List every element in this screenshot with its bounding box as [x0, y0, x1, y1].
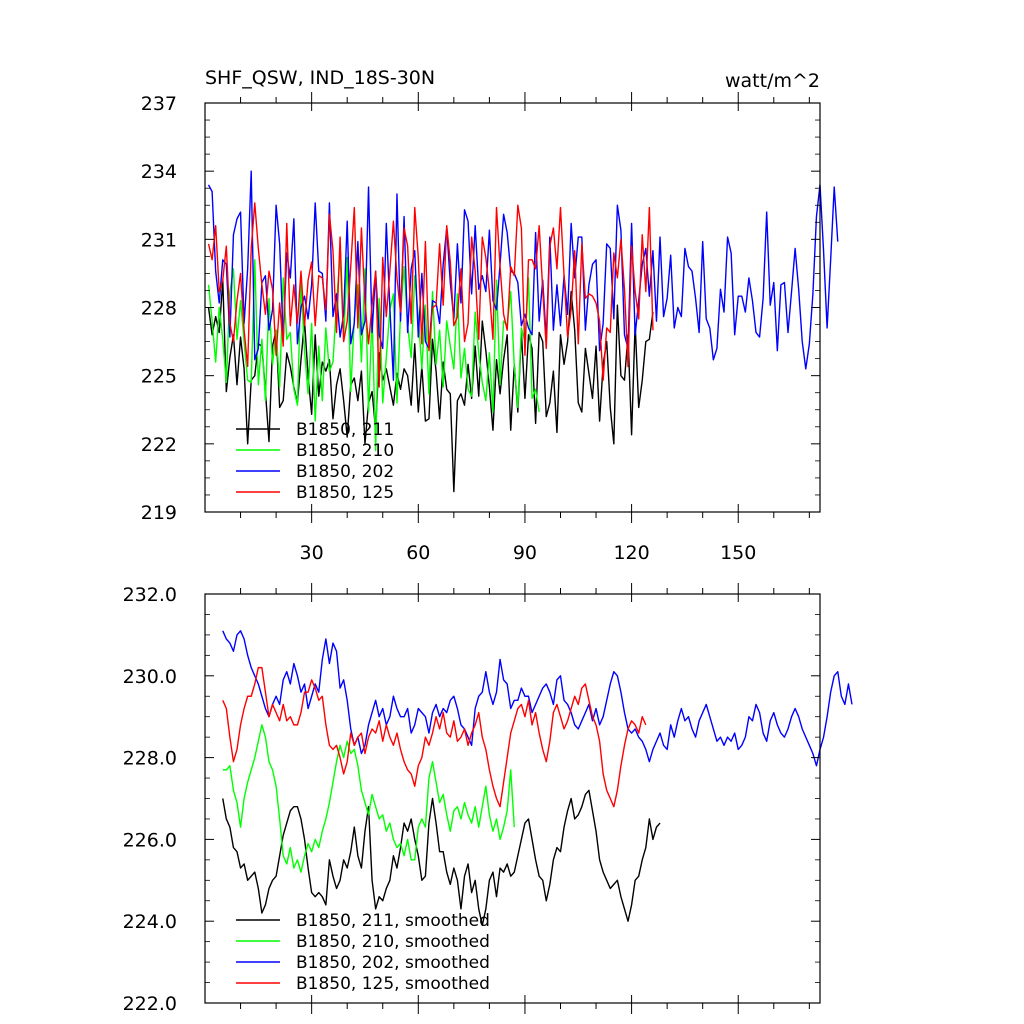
bottom-ytick-label: 222.0	[123, 993, 177, 1015]
bottom-ytick-label: 224.0	[123, 911, 177, 933]
top-legend-label-4: B1850, 125	[296, 483, 394, 503]
top-series-line-4	[207, 202, 654, 388]
top-ytick-label: 231	[141, 229, 177, 251]
top-ytick-label: 225	[141, 366, 177, 388]
top-plot-frame	[204, 102, 821, 513]
top-xtick-label: 60	[406, 542, 430, 564]
bottom-legend-label-2: B1850, 210, smoothed	[296, 932, 490, 952]
top-panel: SHF_QSW, IND_18S-30N watt/m^2 2192222252…	[141, 67, 839, 564]
bottom-series-group	[222, 630, 853, 926]
top-series-line-1	[207, 279, 654, 493]
top-legend-label-1: B1850, 211	[296, 420, 394, 440]
top-xtick-label: 30	[300, 542, 324, 564]
bottom-panel: 222.0 224.0 226.0 228.0 230.0 232.0 B1850, 21…	[123, 583, 853, 1015]
top-xtick-label: 90	[513, 542, 537, 564]
top-title-left: SHF_QSW, IND_18S-30N	[205, 67, 435, 89]
top-legend-label-2: B1850, 210	[296, 441, 394, 461]
bottom-ticks-group: 222.0 224.0 226.0 228.0 230.0 232.0	[123, 583, 820, 1015]
top-ticks-group: 219 222 225 228 231 234 237 30 60 90 120 150	[141, 92, 820, 564]
top-title-right: watt/m^2	[725, 70, 820, 92]
bottom-ytick-label: 232.0	[123, 584, 177, 606]
top-series-line-2	[207, 254, 540, 452]
bottom-series-line-3	[222, 630, 853, 767]
top-ytick-label: 219	[141, 502, 177, 524]
top-series-group	[207, 170, 839, 493]
top-ytick-label: 234	[141, 161, 177, 183]
top-legend-label-3: B1850, 202	[296, 462, 394, 482]
top-ytick-label: 228	[141, 298, 177, 320]
top-xtick-label: 120	[613, 542, 649, 564]
bottom-ytick-label: 226.0	[123, 829, 177, 851]
bottom-ytick-label: 230.0	[123, 666, 177, 688]
top-ytick-label: 237	[141, 93, 177, 115]
bottom-series-line-4	[222, 666, 647, 808]
bottom-legend-label-4: B1850, 125, smoothed	[296, 974, 490, 994]
bottom-legend-label-3: B1850, 202, smoothed	[296, 953, 490, 973]
bottom-legend-label-1: B1850, 211, smoothed	[296, 911, 490, 931]
bottom-ytick-label: 228.0	[123, 748, 177, 770]
top-xtick-label: 150	[720, 542, 756, 564]
bottom-series-line-2	[222, 724, 515, 873]
bottom-series-line-1	[222, 789, 661, 926]
top-ytick-label: 222	[141, 434, 177, 456]
top-series-line-3	[207, 170, 839, 381]
bottom-plot-frame	[204, 593, 821, 1004]
